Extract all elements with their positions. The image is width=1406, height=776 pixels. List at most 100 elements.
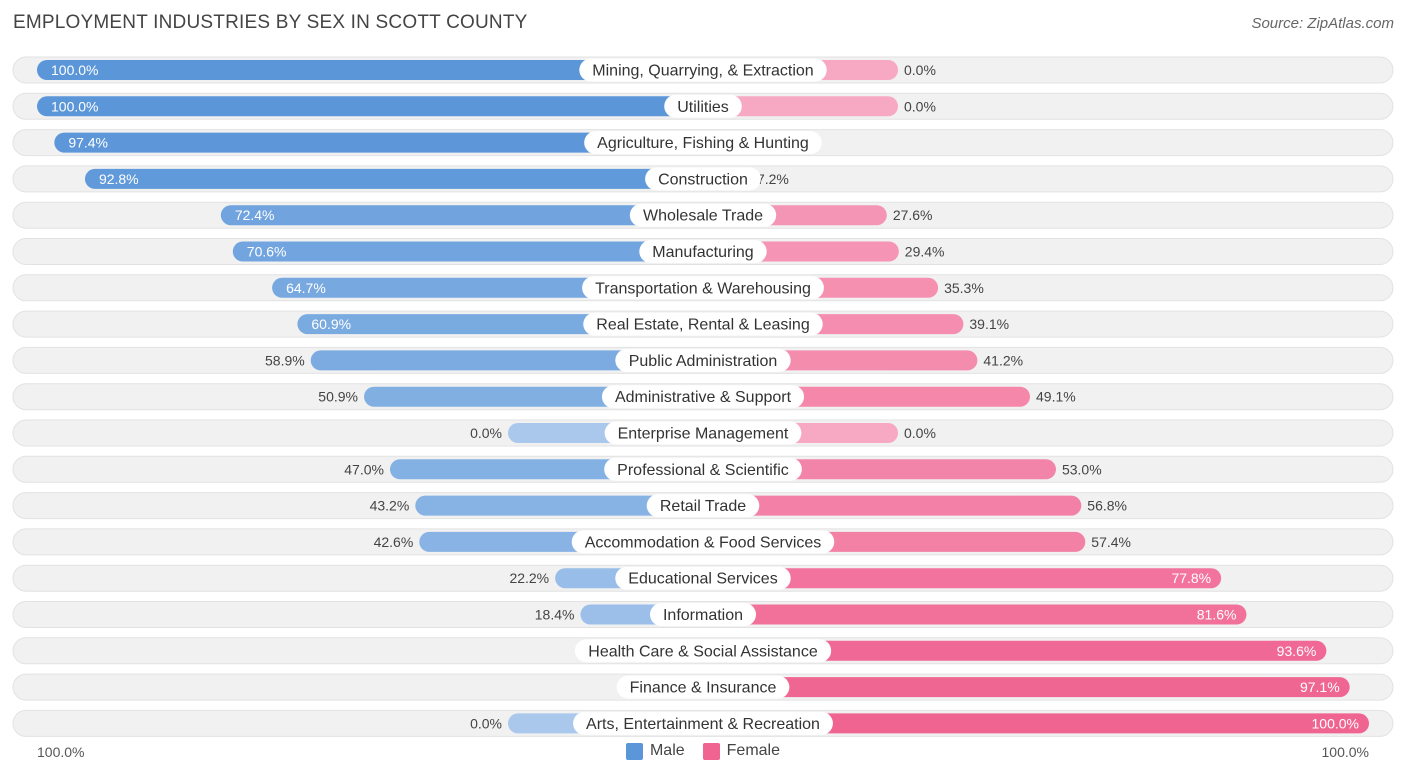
- value-label-female: 97.1%: [1300, 679, 1340, 695]
- category-pill: [645, 167, 761, 191]
- category-pill: [571, 530, 835, 554]
- legend-item-female[interactable]: Female: [702, 742, 781, 760]
- legend-label-female: Female: [726, 742, 781, 759]
- chart-row: 18.4% 81.6% Information: [12, 601, 1394, 628]
- category-label: Agriculture, Fishing & Hunting: [597, 135, 809, 152]
- value-label-female: 39.1%: [969, 316, 1009, 332]
- value-label-male: 18.4%: [535, 607, 575, 623]
- chart-row: 72.4% 27.6% Wholesale Trade: [12, 201, 1394, 229]
- value-label-female: 0.0%: [904, 425, 936, 441]
- bar-male: [54, 132, 704, 153]
- value-label-male: 43.2%: [370, 498, 410, 514]
- value-label-male: 100.0%: [51, 62, 98, 78]
- chart-title: EMPLOYMENT INDUSTRIES BY SEX IN SCOTT CO…: [13, 12, 528, 33]
- chart-row: 47.0% 53.0% Professional & Scientific: [12, 455, 1394, 483]
- axis-right-label: 100.0%: [1321, 744, 1369, 760]
- bar-female: [703, 713, 1369, 734]
- category-pill: [604, 421, 802, 445]
- value-label-male: 64.7%: [286, 280, 326, 296]
- value-label-male: 60.9%: [311, 316, 351, 332]
- value-label-female: 0.0%: [904, 62, 936, 78]
- category-pill: [573, 711, 833, 735]
- chart-row: 42.6% 57.4% Accommodation & Food Services: [12, 528, 1394, 556]
- chart-row: 97.4%2.6%Agriculture, Fishing & Hunting: [12, 129, 1394, 157]
- category-label: Mining, Quarrying, & Extraction: [592, 63, 813, 80]
- bar-male: [232, 241, 703, 262]
- value-label-female: 29.4%: [905, 244, 945, 260]
- category-pill: [583, 312, 823, 336]
- category-label: Administrative & Support: [615, 389, 792, 406]
- value-label-female: 93.6%: [1277, 643, 1317, 659]
- value-label-female: 41.2%: [983, 352, 1023, 368]
- value-label-male: 47.0%: [344, 461, 384, 477]
- category-label: Finance & Insurance: [630, 680, 777, 697]
- category-label: Real Estate, Rental & Leasing: [596, 317, 809, 334]
- chart-row: 100.0% 0.0% Utilities: [12, 92, 1394, 120]
- value-label-male: 58.9%: [265, 352, 305, 368]
- value-label-female: 57.4%: [1091, 534, 1131, 550]
- chart-row: 50.9% 49.1% Administrative & Support: [12, 383, 1394, 411]
- bar-female: [703, 604, 1247, 625]
- category-label: Transportation & Warehousing: [595, 280, 811, 297]
- category-label: Arts, Entertainment & Recreation: [586, 716, 820, 733]
- value-label-female: 56.8%: [1087, 498, 1127, 514]
- category-pill: [646, 494, 760, 518]
- chart-row: 2.9%97.1%Finance & Insurance: [12, 673, 1394, 701]
- value-label-female: 77.8%: [1171, 570, 1211, 586]
- value-label-female: 100.0%: [1312, 715, 1359, 731]
- bar-male: [37, 96, 703, 117]
- legend-swatch-male: [625, 742, 643, 760]
- chart-row: 0.0% 0.0% Enterprise Management: [12, 419, 1394, 447]
- value-label-male: 70.6%: [247, 244, 287, 260]
- category-label: Information: [663, 607, 743, 624]
- category-label: Public Administration: [629, 353, 778, 370]
- category-label: Educational Services: [628, 571, 777, 588]
- category-pill: [615, 348, 791, 372]
- bar-female: [703, 568, 1222, 589]
- value-label-male: 92.8%: [99, 171, 139, 187]
- value-label-male: 42.6%: [374, 534, 414, 550]
- value-label-male: 0.0%: [470, 425, 502, 441]
- category-label: Utilities: [677, 99, 729, 116]
- chart-row: 0.0% 100.0% Arts, Entertainment & Recreati…: [12, 709, 1394, 737]
- bar-male: [415, 495, 703, 516]
- category-label: Health Care & Social Assistance: [588, 643, 818, 660]
- value-label-male: 100.0%: [51, 98, 98, 114]
- category-label: Wholesale Trade: [643, 208, 763, 225]
- category-pill: [604, 457, 802, 481]
- value-label-female: 27.6%: [893, 207, 933, 223]
- value-label-female: 81.6%: [1197, 607, 1237, 623]
- value-label-female: 35.3%: [944, 280, 984, 296]
- category-label: Manufacturing: [652, 244, 753, 261]
- legend-swatch-female: [702, 742, 720, 760]
- bar-male: [37, 60, 703, 80]
- source-credit: Source: ZipAtlas.com: [1251, 15, 1394, 32]
- chart-row: 43.2% 56.8% Retail Trade: [12, 492, 1394, 520]
- category-label: Construction: [658, 171, 748, 188]
- bar-male: [220, 205, 704, 226]
- category-pill: [579, 58, 827, 82]
- legend-item-male[interactable]: Male: [625, 742, 685, 760]
- chart-row: 6.4%93.6%Health Care & Social Assistance: [12, 637, 1394, 665]
- chart-row: 70.6% 29.4% Manufacturing: [12, 238, 1394, 265]
- category-label: Professional & Scientific: [617, 462, 789, 479]
- chart-row: 64.7% 35.3% Transportation & Warehousing: [12, 274, 1394, 302]
- legend-label-male: Male: [649, 742, 685, 759]
- value-label-male: 50.9%: [318, 389, 358, 405]
- chart-row: 60.9% 39.1% Real Estate, Rental & Leasing: [12, 310, 1394, 338]
- chart-row: 22.2% 77.8% Educational Services: [12, 564, 1394, 592]
- category-pill: [584, 131, 822, 155]
- value-label-male: 0.0%: [470, 715, 502, 731]
- chart-row: 58.9% 41.2% Public Administration: [12, 346, 1394, 374]
- category-pill: [601, 385, 805, 409]
- value-label-female: 53.0%: [1062, 461, 1102, 477]
- category-pill: [629, 203, 777, 227]
- category-pill: [649, 603, 757, 626]
- value-label-male: 97.4%: [68, 135, 108, 151]
- value-label-male: 22.2%: [509, 570, 549, 586]
- bar-female: [703, 640, 1327, 661]
- category-pill: [574, 639, 832, 663]
- category-pill: [615, 566, 791, 590]
- bar-female: [703, 96, 898, 117]
- category-pill: [582, 276, 824, 300]
